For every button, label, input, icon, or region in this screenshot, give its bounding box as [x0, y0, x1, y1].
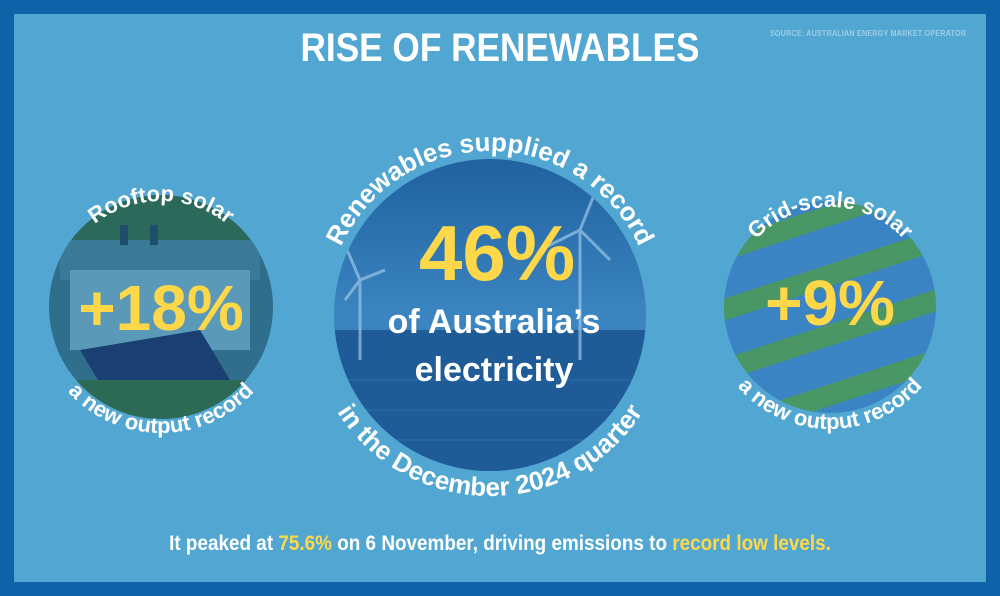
grid-solar-photo	[724, 201, 936, 413]
page-title: RISE OF RENEWABLES	[300, 26, 700, 70]
center-line1: of Australia’s	[388, 303, 601, 341]
renewables-value: 46%	[419, 209, 575, 297]
footer-record-low: record low levels.	[672, 532, 831, 555]
footer-text-2: on 6 November, driving emissions to	[331, 532, 673, 555]
footer-text-1: It peaked at	[169, 532, 279, 555]
footer-peak-value: 75.6%	[278, 532, 332, 555]
grid-solar-value: +9%	[765, 267, 895, 339]
center-line2: electricity	[415, 351, 574, 389]
rooftop-value: +18%	[78, 272, 243, 344]
footer-note: It peaked at 75.6% on 6 November, drivin…	[50, 532, 950, 556]
source-credit: SOURCE: AUSTRALIAN ENERGY MARKET OPERATO…	[769, 29, 966, 38]
